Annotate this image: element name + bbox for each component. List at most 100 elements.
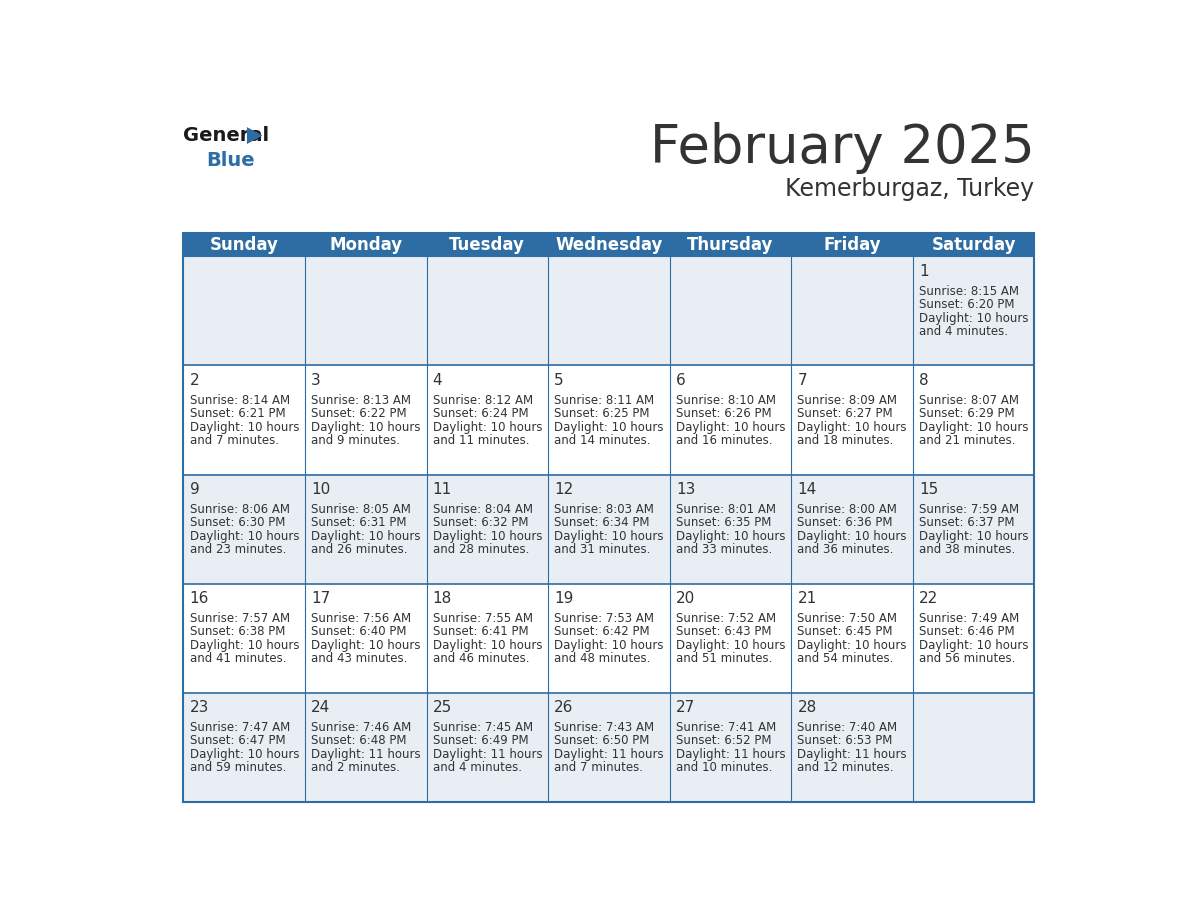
Bar xyxy=(183,584,305,692)
Text: 25: 25 xyxy=(432,700,451,715)
Bar xyxy=(305,365,426,475)
Bar xyxy=(670,256,791,365)
Text: Sunset: 6:42 PM: Sunset: 6:42 PM xyxy=(555,625,650,638)
Text: 14: 14 xyxy=(797,482,816,498)
Text: Daylight: 10 hours: Daylight: 10 hours xyxy=(432,639,542,652)
Bar xyxy=(670,475,791,584)
Text: 6: 6 xyxy=(676,374,685,388)
Text: Daylight: 11 hours: Daylight: 11 hours xyxy=(676,747,785,761)
Bar xyxy=(791,475,912,584)
Text: and 7 minutes.: and 7 minutes. xyxy=(555,761,643,774)
Text: Sunset: 6:47 PM: Sunset: 6:47 PM xyxy=(190,734,285,747)
Text: 26: 26 xyxy=(555,700,574,715)
Text: and 26 minutes.: and 26 minutes. xyxy=(311,543,407,556)
Text: Daylight: 10 hours: Daylight: 10 hours xyxy=(190,420,299,433)
Text: Daylight: 10 hours: Daylight: 10 hours xyxy=(190,530,299,543)
Bar xyxy=(305,475,426,584)
Polygon shape xyxy=(247,127,263,144)
Text: and 10 minutes.: and 10 minutes. xyxy=(676,761,772,774)
Text: 5: 5 xyxy=(555,374,564,388)
Text: Daylight: 10 hours: Daylight: 10 hours xyxy=(797,420,906,433)
Text: Sunday: Sunday xyxy=(210,236,279,254)
Text: Sunrise: 7:49 AM: Sunrise: 7:49 AM xyxy=(920,611,1019,624)
Text: 12: 12 xyxy=(555,482,574,498)
Text: Sunrise: 7:46 AM: Sunrise: 7:46 AM xyxy=(311,721,411,733)
Text: and 46 minutes.: and 46 minutes. xyxy=(432,652,529,665)
Bar xyxy=(183,365,305,475)
Text: 27: 27 xyxy=(676,700,695,715)
Text: 13: 13 xyxy=(676,482,695,498)
Text: Daylight: 10 hours: Daylight: 10 hours xyxy=(555,420,664,433)
Text: Blue: Blue xyxy=(207,151,255,170)
Bar xyxy=(548,256,670,365)
Bar xyxy=(912,475,1035,584)
Text: and 33 minutes.: and 33 minutes. xyxy=(676,543,772,556)
Text: and 41 minutes.: and 41 minutes. xyxy=(190,652,286,665)
Text: Sunset: 6:24 PM: Sunset: 6:24 PM xyxy=(432,407,529,420)
Bar xyxy=(426,584,548,692)
Bar xyxy=(791,365,912,475)
Text: 18: 18 xyxy=(432,591,451,606)
Text: February 2025: February 2025 xyxy=(650,122,1035,174)
Text: Sunset: 6:36 PM: Sunset: 6:36 PM xyxy=(797,516,893,529)
Text: Daylight: 10 hours: Daylight: 10 hours xyxy=(432,420,542,433)
Text: Daylight: 10 hours: Daylight: 10 hours xyxy=(432,530,542,543)
Text: Sunrise: 7:50 AM: Sunrise: 7:50 AM xyxy=(797,611,897,624)
Text: 21: 21 xyxy=(797,591,816,606)
Text: Sunset: 6:32 PM: Sunset: 6:32 PM xyxy=(432,516,529,529)
Bar xyxy=(548,365,670,475)
Bar xyxy=(912,692,1035,801)
Bar xyxy=(183,692,305,801)
Text: Daylight: 10 hours: Daylight: 10 hours xyxy=(555,530,664,543)
Text: Daylight: 10 hours: Daylight: 10 hours xyxy=(190,639,299,652)
Text: Tuesday: Tuesday xyxy=(449,236,525,254)
Text: 24: 24 xyxy=(311,700,330,715)
Text: Sunrise: 8:07 AM: Sunrise: 8:07 AM xyxy=(920,394,1019,407)
Text: Sunset: 6:50 PM: Sunset: 6:50 PM xyxy=(555,734,650,747)
Bar xyxy=(305,233,426,256)
Bar xyxy=(670,584,791,692)
Bar xyxy=(912,365,1035,475)
Text: Monday: Monday xyxy=(329,236,403,254)
Text: Sunrise: 7:40 AM: Sunrise: 7:40 AM xyxy=(797,721,897,733)
Text: Sunset: 6:20 PM: Sunset: 6:20 PM xyxy=(920,298,1015,311)
Text: Sunrise: 7:56 AM: Sunrise: 7:56 AM xyxy=(311,611,411,624)
Text: 9: 9 xyxy=(190,482,200,498)
Text: and 21 minutes.: and 21 minutes. xyxy=(920,434,1016,447)
Text: 4: 4 xyxy=(432,374,442,388)
Text: Sunrise: 8:10 AM: Sunrise: 8:10 AM xyxy=(676,394,776,407)
Text: Sunrise: 8:00 AM: Sunrise: 8:00 AM xyxy=(797,503,897,516)
Text: and 38 minutes.: and 38 minutes. xyxy=(920,543,1016,556)
Bar xyxy=(548,233,670,256)
Text: Sunset: 6:21 PM: Sunset: 6:21 PM xyxy=(190,407,285,420)
Text: Sunrise: 7:45 AM: Sunrise: 7:45 AM xyxy=(432,721,533,733)
Text: and 56 minutes.: and 56 minutes. xyxy=(920,652,1016,665)
Bar xyxy=(305,692,426,801)
Bar xyxy=(791,584,912,692)
Text: and 48 minutes.: and 48 minutes. xyxy=(555,652,651,665)
Text: and 14 minutes.: and 14 minutes. xyxy=(555,434,651,447)
Text: Wednesday: Wednesday xyxy=(555,236,663,254)
Text: Sunrise: 8:04 AM: Sunrise: 8:04 AM xyxy=(432,503,532,516)
Text: and 54 minutes.: and 54 minutes. xyxy=(797,652,893,665)
Text: Sunrise: 8:12 AM: Sunrise: 8:12 AM xyxy=(432,394,533,407)
Text: Sunrise: 7:41 AM: Sunrise: 7:41 AM xyxy=(676,721,776,733)
Text: Daylight: 10 hours: Daylight: 10 hours xyxy=(797,639,906,652)
Text: Sunrise: 7:53 AM: Sunrise: 7:53 AM xyxy=(555,611,655,624)
Text: Sunset: 6:40 PM: Sunset: 6:40 PM xyxy=(311,625,406,638)
Text: 17: 17 xyxy=(311,591,330,606)
Text: Sunrise: 7:47 AM: Sunrise: 7:47 AM xyxy=(190,721,290,733)
Text: Sunrise: 8:03 AM: Sunrise: 8:03 AM xyxy=(555,503,655,516)
Text: Daylight: 11 hours: Daylight: 11 hours xyxy=(432,747,543,761)
Text: Sunset: 6:53 PM: Sunset: 6:53 PM xyxy=(797,734,892,747)
Text: 15: 15 xyxy=(920,482,939,498)
Text: Daylight: 10 hours: Daylight: 10 hours xyxy=(555,639,664,652)
Bar xyxy=(305,584,426,692)
Text: Daylight: 10 hours: Daylight: 10 hours xyxy=(311,530,421,543)
Text: 19: 19 xyxy=(555,591,574,606)
Text: Friday: Friday xyxy=(823,236,880,254)
Text: Sunset: 6:48 PM: Sunset: 6:48 PM xyxy=(311,734,406,747)
Text: Sunrise: 7:59 AM: Sunrise: 7:59 AM xyxy=(920,503,1019,516)
Text: Daylight: 11 hours: Daylight: 11 hours xyxy=(311,747,421,761)
Text: 3: 3 xyxy=(311,374,321,388)
